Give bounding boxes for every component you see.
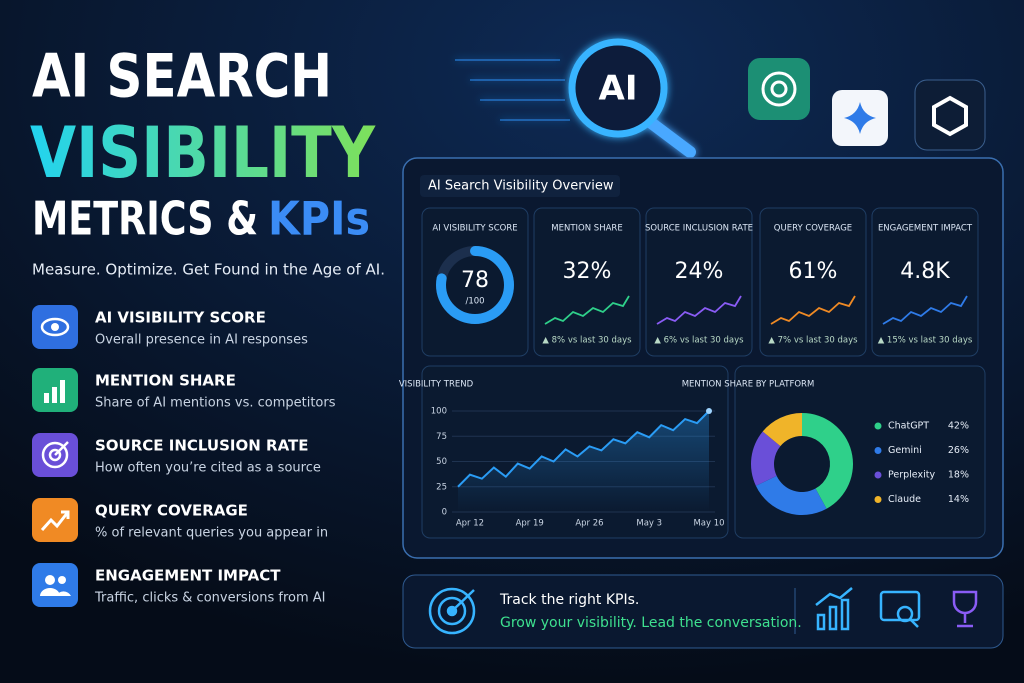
donut-slice: [751, 431, 781, 486]
feature-icons: [32, 305, 78, 607]
sparkline: [544, 295, 630, 325]
x-tick-label: Apr 19: [516, 519, 544, 529]
legend-dot: [874, 496, 882, 503]
gauge-arc: [436, 246, 514, 324]
kpi-card: [759, 207, 867, 357]
sparkline: [770, 295, 856, 325]
donut-slice: [802, 413, 853, 509]
platform-logos: [748, 58, 986, 151]
legend-name: Perplexity: [888, 470, 935, 481]
legend-dot: [874, 471, 882, 479]
kpi-change: ▲ 6% vs last 30 days: [654, 336, 744, 346]
x-tick-label: Apr 26: [575, 519, 603, 529]
trend-end-dot: [706, 408, 712, 414]
footer-line: Track the right KPIs.: [499, 592, 639, 608]
footer-icons: [428, 587, 978, 635]
trend-line: [457, 410, 710, 488]
chart-title: VISIBILITY TREND: [399, 380, 474, 390]
feature-title: MENTION SHARE: [95, 372, 236, 390]
feature-title: QUERY COVERAGE: [95, 502, 248, 520]
feature-title: AI VISIBILITY SCORE: [95, 309, 266, 327]
x-tick-label: Apr 12: [456, 519, 484, 529]
legend-value: 42%: [948, 421, 969, 432]
legend-name: Claude: [888, 494, 921, 505]
sparkline: [656, 295, 742, 325]
y-tick-label: 25: [436, 482, 447, 492]
kpi-card: [533, 207, 641, 357]
y-tick-label: 50: [436, 457, 447, 467]
dashboard-title: AI Search Visibility Overview: [428, 179, 614, 194]
y-tick-label: 75: [436, 432, 447, 442]
feature-desc: How often you’re cited as a source: [95, 461, 321, 476]
kpi-label: AI VISIBILITY SCORE: [432, 224, 517, 234]
footer-line: Grow your visibility. Lead the conversat…: [500, 615, 802, 631]
y-tick-label: 0: [442, 508, 447, 518]
kpi-change: ▲ 7% vs last 30 days: [768, 336, 858, 346]
legend-name: Gemini: [888, 445, 922, 456]
legend-dot: [874, 447, 882, 454]
legend-value: 18%: [948, 470, 969, 481]
footer-panel: [402, 574, 1004, 649]
chart-title: MENTION SHARE BY PLATFORM: [682, 380, 815, 390]
kpi-card: [645, 207, 753, 357]
kpi-label: MENTION SHARE: [551, 224, 622, 234]
feature-desc: Traffic, clicks & conversions from AI: [94, 591, 326, 606]
legend-name: ChatGPT: [888, 421, 929, 432]
legend-value: 14%: [948, 494, 969, 505]
title-highlight: KPIs: [268, 192, 370, 246]
feature-desc: Overall presence in AI responses: [95, 333, 308, 348]
gauge-value: 78: [461, 268, 489, 293]
kpi-value: 24%: [675, 259, 724, 284]
kpi-value: 4.8K: [900, 259, 950, 284]
donut-slice: [762, 413, 802, 447]
donut-slice: [755, 475, 827, 515]
kpi-value: 61%: [789, 259, 838, 284]
kpi-change: ▲ 15% vs last 30 days: [878, 336, 973, 346]
ai-badge: AI: [599, 69, 638, 109]
legend-value: 26%: [948, 445, 969, 456]
feature-desc: Share of AI mentions vs. competitors: [95, 396, 336, 411]
feature-title: SOURCE INCLUSION RATE: [95, 437, 309, 455]
y-tick-label: 100: [431, 407, 447, 417]
title-line: AI SEARCH: [32, 42, 332, 112]
x-tick-label: May 3: [636, 519, 662, 529]
gauge-max: /100: [465, 297, 484, 307]
kpi-label: ENGAGEMENT IMPACT: [878, 224, 973, 234]
kpi-change: ▲ 8% vs last 30 days: [542, 336, 632, 346]
ai-magnifier: [455, 38, 696, 158]
feature-desc: % of relevant queries you appear in: [95, 526, 328, 541]
kpi-value: 32%: [563, 259, 612, 284]
kpi-label: SOURCE INCLUSION RATE: [645, 224, 753, 234]
sparkline: [882, 295, 968, 325]
kpi-label: QUERY COVERAGE: [774, 224, 852, 234]
feature-title: ENGAGEMENT IMPACT: [95, 567, 281, 585]
kpi-card: [421, 207, 529, 357]
legend-dot: [874, 422, 882, 430]
x-tick-label: May 10: [693, 519, 724, 529]
dashboard-title-bg: [420, 175, 620, 197]
tagline: Measure. Optimize. Get Found in the Age …: [32, 261, 385, 279]
title-line: METRICS &: [32, 192, 258, 246]
title-line: VISIBILITY: [30, 112, 376, 194]
kpi-card: [871, 207, 979, 357]
